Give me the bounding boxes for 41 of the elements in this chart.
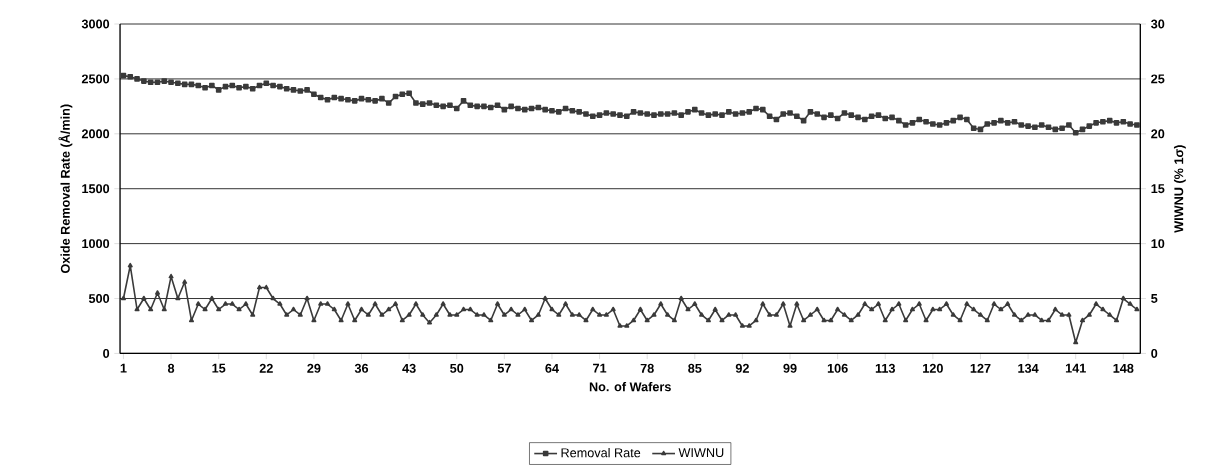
y-tick-label: 1000	[82, 239, 110, 249]
x-tick-label: 134	[1018, 363, 1039, 373]
y2-tick-label: 25	[1151, 74, 1165, 84]
x-tick-label: 92	[735, 363, 749, 373]
y2-tick-label: 5	[1151, 294, 1158, 304]
x-tick-label: 71	[593, 363, 607, 373]
x-tick-label: 120	[923, 363, 943, 373]
x-tick-label: 127	[970, 363, 991, 373]
x-axis-title: No. of Wafers	[589, 382, 671, 392]
x-tick-label: 141	[1065, 363, 1086, 373]
x-tick-label: 85	[688, 363, 702, 373]
x-tick-label: 57	[497, 363, 511, 373]
y-tick-label: 2500	[81, 74, 110, 84]
x-tick-label: 148	[1113, 363, 1134, 373]
y-tick-label: 500	[88, 294, 110, 304]
x-tick-label: 50	[450, 363, 464, 373]
x-tick-label: 113	[875, 363, 895, 373]
x-tick-label: 106	[827, 363, 848, 373]
x-tick-label: 8	[167, 363, 175, 373]
x-tick-label: 15	[212, 363, 226, 373]
x-tick-label: 64	[545, 363, 559, 373]
y-tick-label: 1500	[82, 184, 110, 194]
y2-tick-label: 0	[1151, 349, 1158, 359]
x-tick-label: 36	[354, 363, 369, 373]
y2-tick-label: 20	[1151, 129, 1165, 139]
x-tick-label: 29	[307, 363, 321, 373]
y2-tick-label: 10	[1151, 239, 1165, 249]
y-tick-label: 3000	[81, 19, 110, 29]
y2-tick-label: 30	[1151, 19, 1165, 29]
y-axis-title: Oxide Removal Rate (Å/min)	[58, 104, 73, 274]
x-tick-label: 43	[402, 363, 416, 373]
y2-axis-title: WIWNU (% 1σ)	[1173, 145, 1186, 233]
x-tick-label: 78	[640, 363, 654, 373]
x-tick-label: 99	[783, 363, 797, 373]
legend-label: WIWNU	[678, 448, 724, 458]
x-tick-label: 22	[259, 363, 273, 373]
x-tick-label: 1	[120, 363, 127, 373]
legend-label: Removal Rate	[561, 448, 641, 458]
y-tick-label: 0	[103, 349, 110, 359]
y-tick-label: 2000	[81, 129, 110, 139]
y2-tick-label: 15	[1151, 184, 1165, 194]
